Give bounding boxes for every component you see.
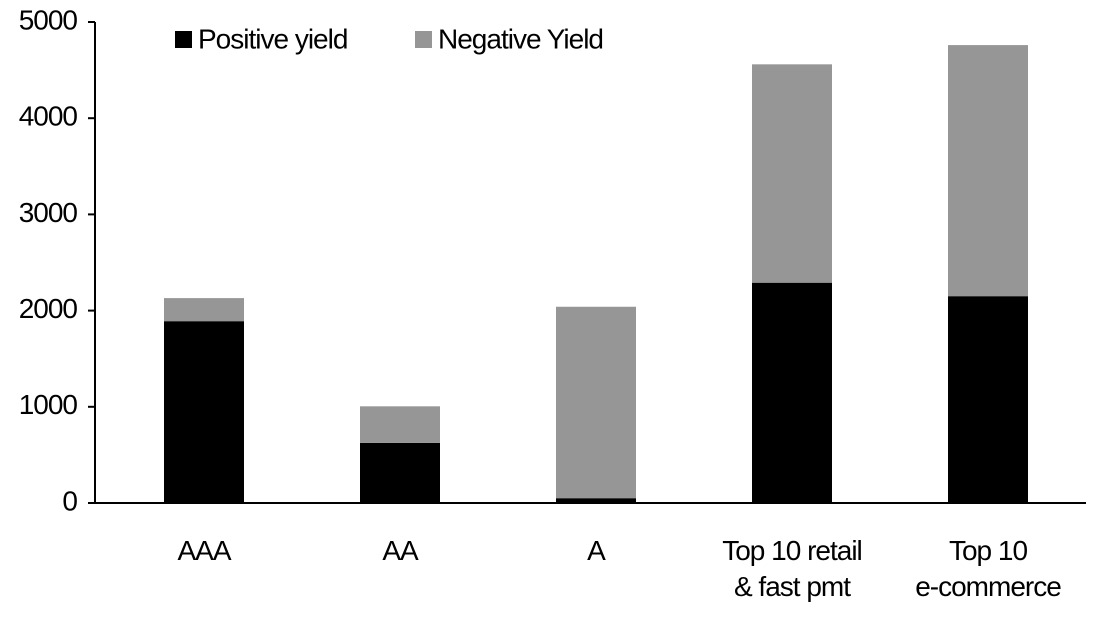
bar-segment: [164, 298, 244, 322]
y-tick-label: 2000: [19, 293, 78, 324]
bar-segment: [948, 45, 1028, 297]
legend-swatch: [175, 31, 192, 48]
legend-label: Negative Yield: [438, 23, 603, 54]
y-tick-label: 0: [62, 485, 77, 516]
x-tick-label: A: [587, 535, 606, 566]
x-tick-label: AAA: [177, 535, 231, 566]
bar-segment: [752, 64, 832, 283]
legend-swatch: [415, 31, 432, 48]
y-tick-label: 4000: [19, 101, 78, 132]
x-tick-label: AA: [382, 535, 418, 566]
bar-segment: [164, 321, 244, 503]
y-tick-label: 3000: [19, 197, 78, 228]
bar-segment: [360, 442, 440, 503]
x-tick-label: Top 10 e-commerce: [915, 535, 1062, 602]
y-tick-label: 5000: [19, 4, 78, 35]
bar-segment: [556, 306, 636, 499]
bar-segment: [948, 296, 1028, 503]
bar-segment: [360, 406, 440, 443]
legend-label: Positive yield: [198, 23, 347, 54]
bar-segment: [752, 282, 832, 503]
x-tick-label: Top 10 retail & fast pmt: [722, 535, 863, 602]
bar-segment: [556, 498, 636, 503]
y-tick-label: 1000: [19, 389, 78, 420]
